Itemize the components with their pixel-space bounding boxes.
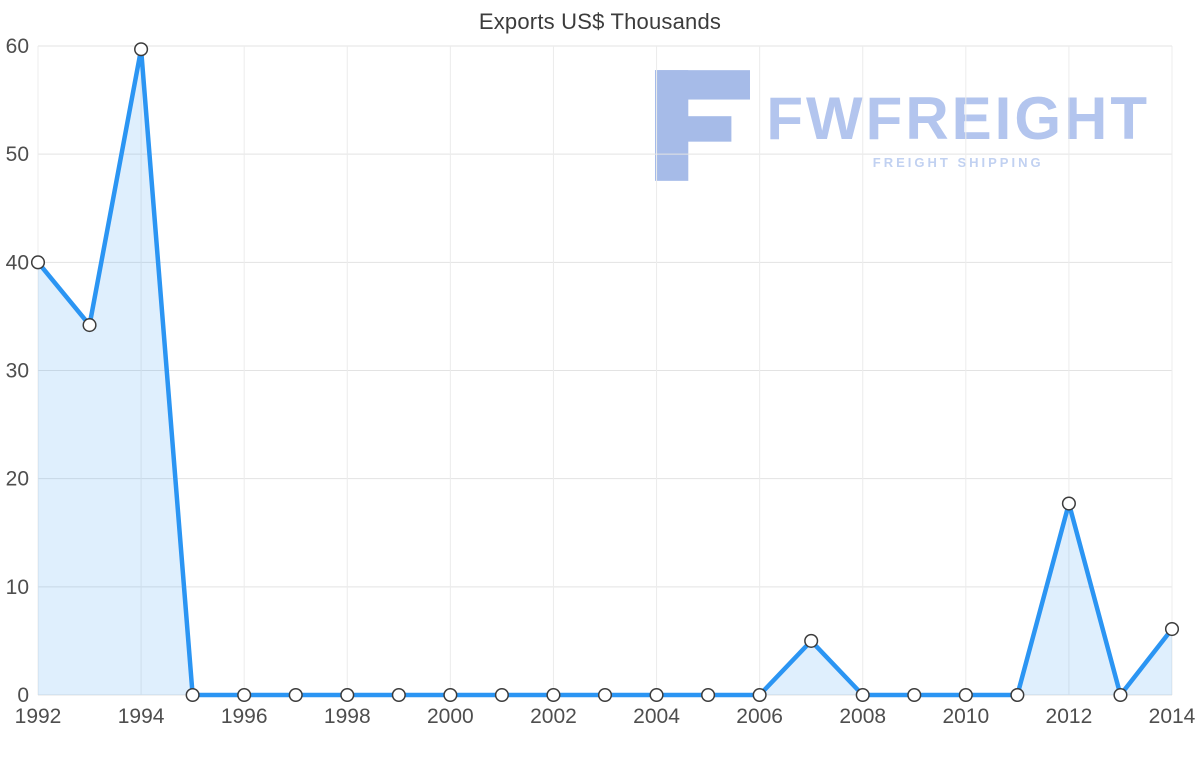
x-tick-label: 2008 [839, 705, 886, 728]
x-tick-label: 1992 [15, 705, 62, 728]
x-tick-label: 2004 [633, 705, 680, 728]
x-tick-label: 2006 [736, 705, 783, 728]
y-tick-label: 50 [6, 143, 29, 166]
data-point-marker[interactable] [907, 687, 922, 703]
data-point-marker[interactable] [288, 687, 303, 703]
chart-title: Exports US$ Thousands [478, 9, 722, 34]
y-tick-label: 40 [6, 251, 29, 274]
y-tick-label: 10 [6, 576, 29, 599]
data-point-marker[interactable] [649, 687, 664, 703]
x-tick-label: 2010 [942, 705, 989, 728]
data-line [35, 46, 1175, 698]
data-point-marker[interactable] [237, 687, 252, 703]
data-point-marker[interactable] [804, 633, 819, 648]
data-point-marker[interactable] [185, 687, 200, 703]
data-point-marker[interactable] [546, 687, 561, 703]
data-point-marker[interactable] [597, 687, 613, 703]
data-point-marker[interactable] [340, 687, 355, 703]
x-tick-label: 2000 [427, 705, 474, 728]
data-point-marker[interactable] [391, 687, 406, 703]
y-tick-label: 30 [6, 360, 29, 383]
x-tick-label: 1994 [118, 705, 165, 728]
x-tick-label: 2002 [530, 705, 577, 728]
data-point-marker[interactable] [1113, 687, 1128, 703]
data-point-marker[interactable] [30, 255, 46, 270]
x-tick-label: 1998 [324, 705, 371, 728]
y-tick-label: 60 [6, 35, 29, 58]
x-tick-label: 2012 [1046, 705, 1093, 728]
data-point-marker[interactable] [752, 687, 767, 703]
x-tick-label: 1996 [221, 705, 268, 728]
data-point-marker[interactable] [1010, 687, 1025, 703]
data-point-marker[interactable] [958, 687, 973, 703]
x-tick-label: 2014 [1149, 705, 1196, 728]
area-fill [38, 49, 1172, 696]
data-point-marker[interactable] [134, 42, 149, 57]
data-point-marker[interactable] [701, 687, 716, 703]
data-point-marker[interactable] [1164, 621, 1180, 637]
data-point-marker[interactable] [494, 687, 509, 703]
data-point-marker[interactable] [82, 318, 97, 333]
data-point-marker[interactable] [855, 687, 870, 703]
data-point-marker[interactable] [443, 687, 458, 703]
y-tick-label: 0 [17, 684, 29, 707]
data-point-marker[interactable] [1061, 496, 1076, 511]
y-tick-label: 20 [6, 468, 29, 491]
